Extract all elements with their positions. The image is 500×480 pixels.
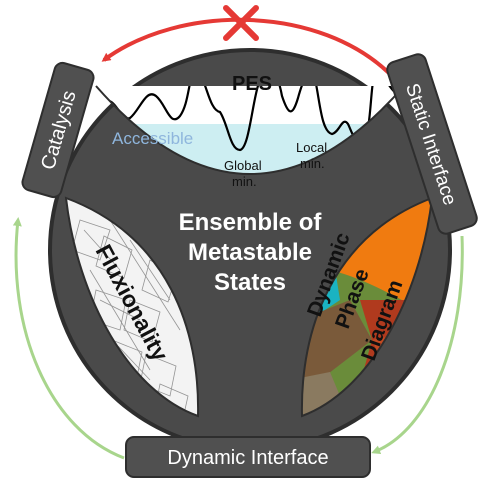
center-line-1: Ensemble of: [179, 209, 323, 236]
dynamic-interface-label: Dynamic Interface: [167, 447, 328, 469]
local-min-label-1: Local: [296, 140, 327, 155]
cross-icon: [223, 5, 259, 41]
dynamic-interface-box: Dynamic Interface: [125, 436, 371, 478]
green-arrow-right: [371, 235, 464, 454]
green-arrow-left: [12, 217, 125, 460]
center-line-3: States: [214, 269, 286, 296]
accessible-label: Accessible: [112, 129, 193, 148]
blocked-arrow: [101, 17, 394, 78]
local-min-label-2: min.: [300, 156, 325, 171]
center-line-2: Metastable: [188, 239, 312, 266]
pes-title: PES: [232, 73, 272, 95]
catalysis-box: Catalysis: [21, 61, 95, 199]
global-min-label-1: Global: [224, 158, 262, 173]
global-min-label-2: min.: [232, 174, 257, 189]
